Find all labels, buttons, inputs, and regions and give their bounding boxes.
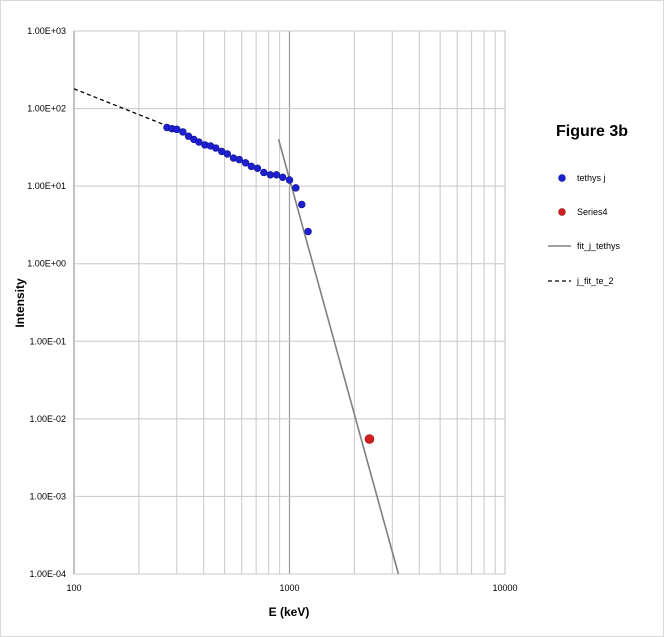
legend-marker (558, 208, 566, 216)
data-point (285, 176, 294, 184)
dashed-fit-line (73, 88, 168, 127)
data-point (184, 132, 193, 140)
y-tick-label: 1.00E+03 (27, 26, 66, 36)
x-tick-label: 10000 (492, 583, 517, 593)
data-point (173, 125, 181, 134)
legend-label: fit_j_tethys (577, 241, 621, 251)
data-point (212, 144, 220, 152)
data-point (179, 128, 187, 136)
data-point (195, 138, 203, 146)
y-tick-label: 1.00E-03 (29, 491, 66, 501)
chart-title: Figure 3b (556, 123, 628, 140)
data-point (364, 434, 375, 444)
legend-label: tethys j (577, 173, 606, 183)
x-tick-label: 100 (66, 583, 81, 593)
y-tick-label: 1.00E-04 (29, 569, 66, 579)
data-point (266, 171, 275, 179)
legend: tethys j Series4 fit_j_tethys j_fit_te_2 (548, 173, 621, 286)
data-point (272, 171, 281, 179)
y-tick-label: 1.00E+00 (27, 259, 66, 269)
data-point (292, 184, 300, 192)
grid-lines (73, 30, 505, 575)
data-point (247, 162, 256, 171)
y-tick-label: 1.00E+02 (27, 104, 66, 114)
legend-label: Series4 (577, 207, 608, 217)
data-point (253, 164, 262, 172)
x-tick-label: 1000 (279, 583, 299, 593)
y-tick-label: 1.00E+01 (27, 181, 66, 191)
y-axis-title: Intensity (13, 278, 27, 328)
legend-label: j_fit_te_2 (576, 276, 614, 286)
data-point (298, 200, 306, 209)
data-point (260, 168, 268, 177)
y-tick-label: 1.00E-02 (29, 414, 66, 424)
fit-lines (73, 88, 400, 575)
data-point (235, 155, 244, 164)
data-point (279, 173, 287, 182)
legend-marker (558, 174, 566, 182)
y-tick-label: 1.00E-01 (29, 336, 66, 346)
fit-line (277, 139, 400, 575)
data-markers (163, 123, 375, 444)
data-point (223, 150, 232, 158)
data-point (304, 227, 312, 236)
tick-labels: 100 1000 10000 1.00E-04 1.00E-03 1.00E-02 1.00… (27, 26, 517, 593)
x-axis-title: E (keV) (269, 605, 310, 619)
data-point (241, 159, 250, 167)
